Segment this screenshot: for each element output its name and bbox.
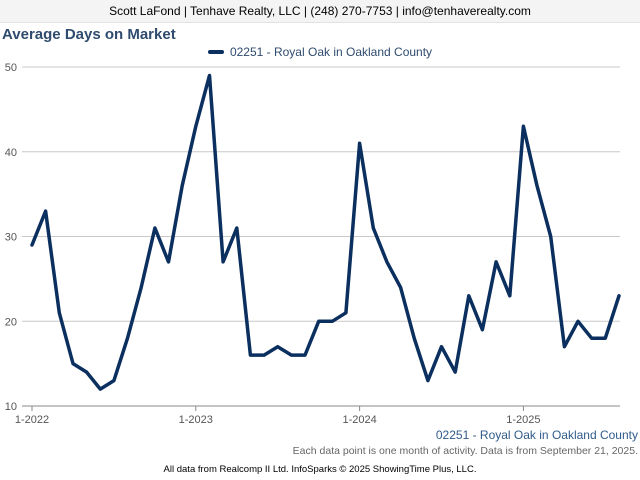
chart-legend[interactable]: 02251 - Royal Oak in Oakland County xyxy=(0,45,640,59)
series-line xyxy=(30,73,621,391)
series-caption: 02251 - Royal Oak in Oakland County xyxy=(435,428,638,442)
x-tick-label: 1-2024 xyxy=(342,414,376,426)
y-tick-label: 50 xyxy=(5,62,17,74)
header-banner: Scott LaFond | Tenhave Realty, LLC | (24… xyxy=(0,0,640,23)
y-tick-label: 30 xyxy=(5,232,17,244)
chart-title: Average Days on Market xyxy=(2,26,176,43)
y-tick-label: 20 xyxy=(5,316,17,328)
legend-swatch xyxy=(207,50,224,54)
x-tick-label: 1-2025 xyxy=(506,414,540,426)
y-tick-label: 10 xyxy=(5,401,17,413)
y-tick-label: 40 xyxy=(5,147,17,159)
x-tick-label: 1-2022 xyxy=(15,414,49,426)
source-credit: All data from Realcomp II Ltd. InfoSpark… xyxy=(163,464,477,475)
legend-label: 02251 - Royal Oak in Oakland County xyxy=(229,45,433,59)
x-tick-label: 1-2023 xyxy=(179,414,213,426)
data-footnote: Each data point is one month of activity… xyxy=(292,445,638,457)
